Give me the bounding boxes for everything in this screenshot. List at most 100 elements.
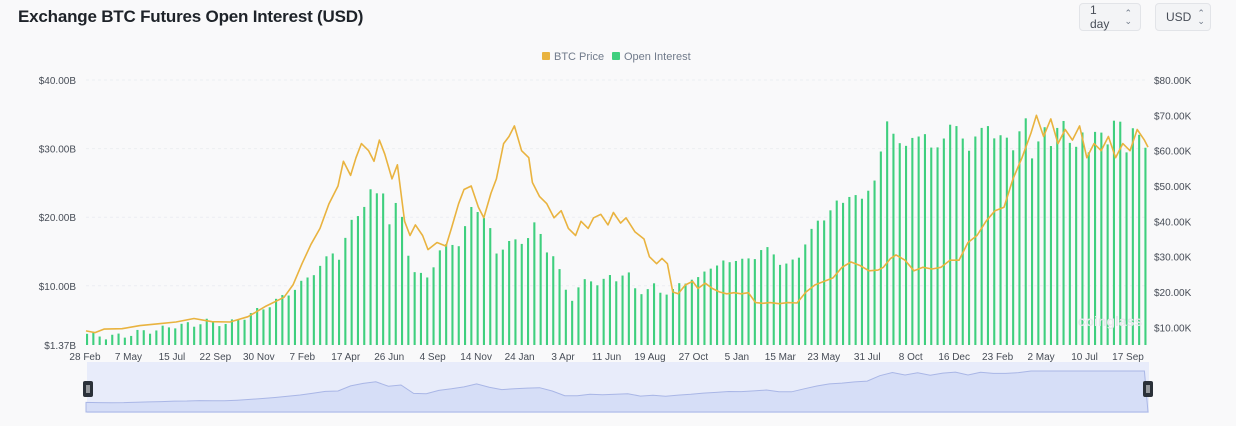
open-interest-bar: [1056, 127, 1059, 345]
open-interest-bar: [898, 143, 901, 345]
open-interest-bar: [419, 272, 422, 345]
open-interest-bar: [602, 278, 605, 345]
open-interest-bar: [501, 249, 504, 345]
open-interest-bar: [369, 189, 372, 345]
open-interest-bar: [117, 333, 120, 345]
open-interest-bar: [709, 268, 712, 345]
open-interest-bar: [949, 124, 952, 345]
left-axis-tick-label: $10.00B: [39, 282, 77, 293]
open-interest-bar: [879, 151, 882, 345]
open-interest-bar: [886, 121, 889, 345]
open-interest-bar: [1018, 131, 1021, 345]
open-interest-bar: [1119, 121, 1122, 345]
right-axis-tick-label: $40.00K: [1154, 217, 1192, 228]
open-interest-bar: [136, 329, 139, 345]
open-interest-bar: [98, 336, 101, 345]
open-interest-bar: [482, 218, 485, 345]
open-interest-bar: [350, 219, 353, 345]
x-axis-tick-label: 7 May: [115, 352, 142, 363]
legend-label-btc-price[interactable]: BTC Price: [554, 51, 604, 63]
x-axis-tick-label: 2 May: [1027, 352, 1054, 363]
x-axis-tick-label: 22 Sep: [200, 352, 232, 363]
range-navigator[interactable]: [83, 362, 1153, 413]
open-interest-bar: [671, 288, 674, 345]
right-axis-tick-label: $50.00K: [1154, 182, 1192, 193]
right-axis-tick-label: $10.00K: [1154, 323, 1192, 334]
open-interest-bar: [1138, 134, 1141, 345]
left-axis: $1.37B $10.00B $20.00B $30.00B $40.00B: [39, 76, 77, 352]
open-interest-bar: [426, 277, 429, 345]
x-axis-tick-label: 27 Oct: [679, 352, 709, 363]
open-interest-bar: [905, 145, 908, 345]
open-interest-bar: [193, 326, 196, 345]
chart-title: Exchange BTC Futures Open Interest (USD): [18, 7, 364, 26]
open-interest-bar: [325, 256, 328, 345]
open-interest-bar: [911, 137, 914, 345]
x-axis-tick-label: 17 Apr: [331, 352, 361, 363]
open-interest-bar: [174, 328, 177, 345]
open-interest-bar: [287, 295, 290, 345]
x-axis-tick-label: 24 Jan: [505, 352, 535, 363]
open-interest-bar: [1144, 147, 1147, 345]
open-interest-bar: [205, 318, 208, 345]
open-interest-bar: [514, 239, 517, 345]
open-interest-bar: [520, 243, 523, 345]
open-interest-bar: [388, 224, 391, 345]
open-interest-bar: [394, 202, 397, 345]
open-interest-bar: [1043, 127, 1046, 345]
open-interest-bar: [552, 256, 555, 345]
open-interest-bar: [1106, 144, 1109, 345]
legend[interactable]: BTC Price Open Interest: [542, 51, 691, 63]
open-interest-bar: [1100, 132, 1103, 345]
open-interest-bar: [779, 264, 782, 345]
unit-select[interactable]: USD ⌃ ⌄: [1155, 3, 1211, 31]
right-axis-tick-label: $80.00K: [1154, 76, 1192, 87]
open-interest-bar: [86, 333, 89, 345]
open-interest-bar: [401, 216, 404, 345]
open-interest-bar: [646, 289, 649, 345]
open-interest-bar: [873, 180, 876, 345]
open-interest-bar: [142, 330, 145, 345]
open-interest-bar: [741, 258, 744, 345]
open-interest-bar: [256, 308, 259, 345]
open-interest-bar: [564, 289, 567, 345]
open-interest-bar: [464, 226, 467, 345]
open-interest-bar: [293, 289, 296, 345]
open-interest-bar: [438, 250, 441, 345]
open-interest-bar: [993, 138, 996, 345]
open-interest-bar: [955, 126, 958, 346]
open-interest-bar: [621, 275, 624, 345]
open-interest-bar: [659, 292, 662, 345]
open-interest-bar: [1049, 146, 1052, 345]
x-axis-tick-label: 31 Jul: [854, 352, 881, 363]
open-interest-bar: [230, 319, 233, 345]
open-interest-bar: [281, 295, 284, 345]
open-interest-bar: [249, 313, 252, 345]
open-interest-bar: [476, 212, 479, 345]
open-interest-bar: [986, 126, 989, 345]
left-axis-tick-label: $1.37B: [44, 341, 76, 352]
x-axis-tick-label: 3 Apr: [551, 352, 575, 363]
open-interest-bar: [1081, 132, 1084, 345]
open-interest-bar: [508, 240, 511, 345]
legend-label-open-interest[interactable]: Open Interest: [624, 51, 691, 63]
open-interest-bar: [199, 324, 202, 345]
open-interest-bar: [161, 325, 164, 345]
open-interest-bar: [180, 323, 183, 345]
drag-handle-icon[interactable]: [1143, 381, 1153, 397]
open-interest-bar: [583, 279, 586, 345]
open-interest-bar: [974, 136, 977, 345]
open-interest-bar: [432, 267, 435, 345]
open-interest-bar: [92, 331, 95, 345]
interval-select[interactable]: 1 day ⌃ ⌄: [1079, 3, 1141, 31]
open-interest-bar: [829, 210, 832, 345]
open-interest-bar: [407, 255, 410, 345]
open-interest-bar: [186, 322, 189, 345]
open-interest-bar: [930, 147, 933, 345]
open-interest-bar: [734, 260, 737, 345]
drag-handle-icon[interactable]: [83, 381, 93, 397]
open-interest-bars: [86, 118, 1147, 346]
btc-price-line: [85, 114, 1149, 334]
x-axis-tick-label: 4 Sep: [420, 352, 447, 363]
legend-swatch-open-interest: [612, 52, 620, 60]
